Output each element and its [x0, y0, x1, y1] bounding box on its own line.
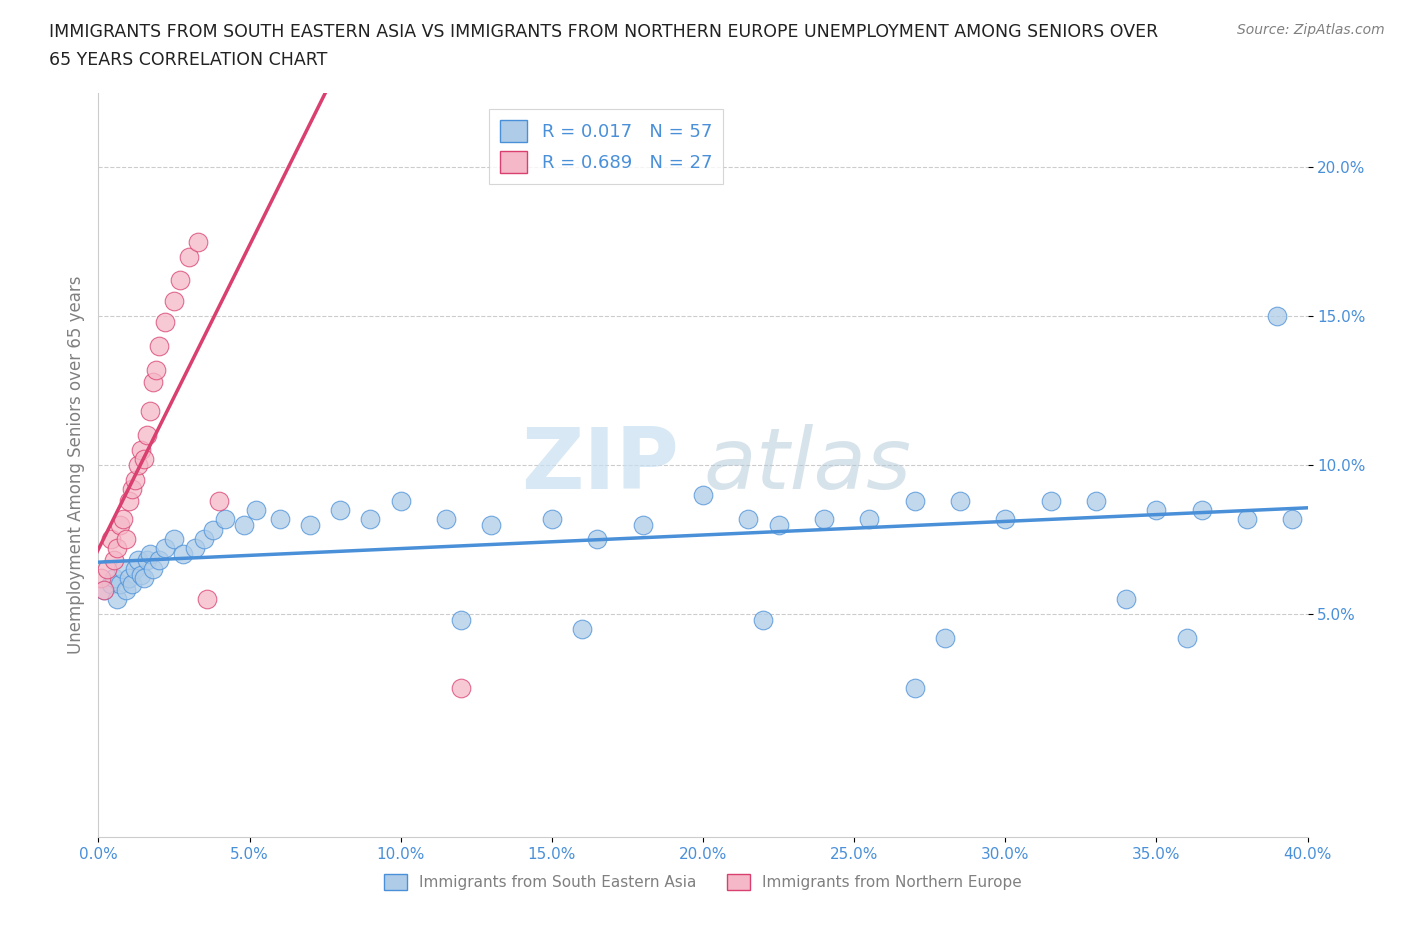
Point: [105, 591, 128, 606]
Point: [169, 273, 191, 288]
Point: [139, 404, 162, 418]
Point: [184, 541, 207, 556]
Point: [103, 552, 125, 567]
Point: [139, 547, 162, 562]
Point: [1039, 493, 1062, 508]
Point: [148, 339, 170, 353]
Point: [214, 512, 236, 526]
Point: [329, 502, 352, 517]
Text: atlas: atlas: [703, 423, 911, 507]
Point: [124, 562, 146, 577]
Point: [1085, 493, 1108, 508]
Point: [389, 493, 412, 508]
Point: [127, 552, 149, 567]
Point: [360, 512, 382, 526]
Point: [269, 512, 291, 526]
Point: [121, 482, 143, 497]
Point: [108, 517, 131, 532]
Point: [108, 577, 131, 591]
Point: [153, 541, 176, 556]
Point: [129, 567, 152, 582]
Point: [142, 374, 165, 389]
Point: [994, 512, 1017, 526]
Point: [450, 612, 472, 627]
Point: [1191, 502, 1213, 517]
Point: [193, 532, 215, 547]
Point: [631, 517, 654, 532]
Point: [692, 487, 714, 502]
Text: ZIP: ZIP: [522, 423, 679, 507]
Point: [208, 493, 231, 508]
Point: [813, 512, 835, 526]
Point: [114, 582, 136, 597]
Legend: Immigrants from South Eastern Asia, Immigrants from Northern Europe: Immigrants from South Eastern Asia, Immi…: [378, 868, 1028, 897]
Point: [949, 493, 972, 508]
Point: [100, 532, 122, 547]
Point: [153, 314, 176, 329]
Text: IMMIGRANTS FROM SOUTH EASTERN ASIA VS IMMIGRANTS FROM NORTHERN EUROPE UNEMPLOYME: IMMIGRANTS FROM SOUTH EASTERN ASIA VS IM…: [49, 23, 1159, 41]
Point: [187, 234, 209, 249]
Point: [118, 493, 141, 508]
Y-axis label: Unemployment Among Seniors over 65 years: Unemployment Among Seniors over 65 years: [66, 276, 84, 654]
Point: [1115, 591, 1137, 606]
Point: [586, 532, 609, 547]
Point: [96, 562, 118, 577]
Point: [132, 571, 155, 586]
Point: [202, 523, 225, 538]
Text: 65 YEARS CORRELATION CHART: 65 YEARS CORRELATION CHART: [49, 51, 328, 69]
Point: [768, 517, 790, 532]
Point: [1175, 631, 1198, 645]
Point: [111, 562, 134, 577]
Point: [111, 512, 134, 526]
Point: [1267, 309, 1289, 324]
Point: [172, 547, 194, 562]
Point: [163, 294, 186, 309]
Point: [129, 443, 152, 458]
Point: [450, 681, 472, 696]
Point: [904, 493, 927, 508]
Point: [93, 582, 115, 597]
Point: [163, 532, 186, 547]
Point: [481, 517, 503, 532]
Point: [1236, 512, 1258, 526]
Point: [145, 363, 167, 378]
Point: [142, 562, 165, 577]
Point: [103, 571, 125, 586]
Point: [737, 512, 759, 526]
Point: [121, 577, 143, 591]
Point: [752, 612, 775, 627]
Point: [135, 428, 157, 443]
Point: [571, 621, 593, 636]
Point: [540, 512, 562, 526]
Point: [135, 552, 157, 567]
Point: [127, 458, 149, 472]
Point: [100, 577, 122, 591]
Point: [90, 571, 112, 586]
Point: [124, 472, 146, 487]
Point: [105, 541, 128, 556]
Point: [299, 517, 322, 532]
Point: [148, 552, 170, 567]
Point: [1281, 512, 1303, 526]
Point: [179, 249, 201, 264]
Point: [934, 631, 956, 645]
Text: Source: ZipAtlas.com: Source: ZipAtlas.com: [1237, 23, 1385, 37]
Point: [132, 452, 155, 467]
Point: [1144, 502, 1167, 517]
Point: [118, 571, 141, 586]
Point: [434, 512, 457, 526]
Point: [93, 582, 115, 597]
Point: [232, 517, 254, 532]
Point: [245, 502, 267, 517]
Point: [114, 532, 136, 547]
Point: [904, 681, 927, 696]
Point: [195, 591, 218, 606]
Point: [858, 512, 880, 526]
